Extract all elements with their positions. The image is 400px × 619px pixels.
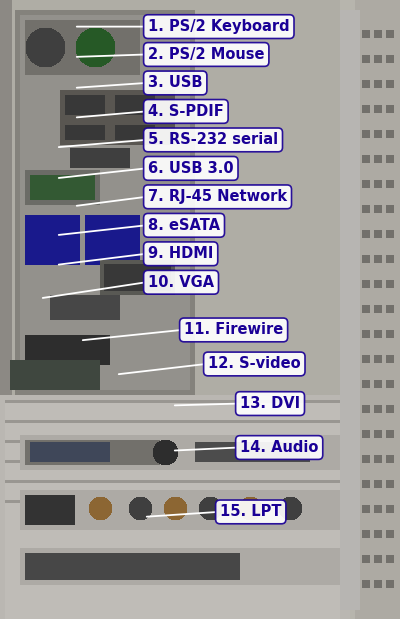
Text: 1. PS/2 Keyboard: 1. PS/2 Keyboard [148, 19, 290, 34]
Text: 13. DVI: 13. DVI [240, 396, 300, 411]
Text: 5. RS-232 serial: 5. RS-232 serial [148, 132, 278, 147]
Text: 10. VGA: 10. VGA [148, 275, 214, 290]
Text: 4. S-PDIF: 4. S-PDIF [148, 104, 224, 119]
Text: 6. USB 3.0: 6. USB 3.0 [148, 161, 234, 176]
Text: 7. RJ-45 Network: 7. RJ-45 Network [148, 189, 287, 204]
Text: 8. eSATA: 8. eSATA [148, 218, 220, 233]
Text: 11. Firewire: 11. Firewire [184, 322, 283, 337]
Text: 9. HDMI: 9. HDMI [148, 246, 213, 261]
Text: 14. Audio: 14. Audio [240, 440, 318, 455]
Text: 15. LPT: 15. LPT [220, 504, 282, 519]
Text: 3. USB: 3. USB [148, 76, 202, 90]
Text: 2. PS/2 Mouse: 2. PS/2 Mouse [148, 47, 264, 62]
Text: 12. S-video: 12. S-video [208, 357, 301, 371]
